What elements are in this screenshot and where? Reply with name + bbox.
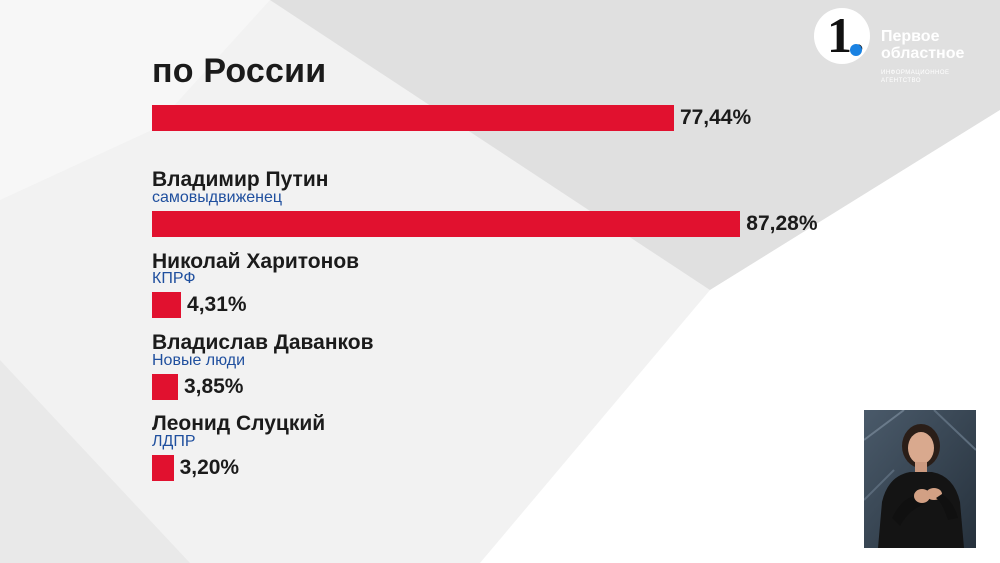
- logo-name-line2: областное: [881, 45, 965, 62]
- bar-value-label: 77,44%: [679, 106, 752, 129]
- logo-name-line1: Первое: [881, 28, 940, 45]
- logo-subtitle-line1: ИНФОРМАЦИОННОЕ: [881, 70, 950, 76]
- bar: [152, 292, 182, 318]
- candidate-party: самовыдвиженец: [152, 189, 283, 206]
- bar: [152, 211, 741, 237]
- candidate-name: Николай Харитонов: [152, 250, 360, 273]
- logo-digit: 1.: [827, 7, 865, 63]
- logo-circle: [814, 8, 870, 64]
- logo-dot-icon: [850, 44, 862, 56]
- sign-language-interpreter-inset: [864, 410, 976, 548]
- bar-value-label: 87,28%: [746, 212, 818, 235]
- bar-value-label: 3,20%: [179, 456, 240, 479]
- bar: [152, 374, 178, 400]
- candidate-party: Новые люди: [152, 352, 246, 369]
- bar: [152, 105, 674, 131]
- candidate-party: ЛДПР: [152, 433, 196, 450]
- chart-title: по России: [152, 52, 327, 90]
- bar-value-label: 4,31%: [187, 293, 247, 316]
- candidate-name: Владислав Даванков: [152, 331, 374, 354]
- candidate-name: Владимир Путин: [152, 168, 329, 191]
- bar-value-label: 3,85%: [183, 375, 244, 398]
- bar: [152, 455, 174, 481]
- candidate-name: Леонид Слуцкий: [152, 412, 326, 435]
- candidate-party: КПРФ: [152, 270, 196, 287]
- logo-subtitle-line2: АГЕНТСТВО: [881, 78, 922, 84]
- sign-language-interpreter-icon: [864, 410, 976, 548]
